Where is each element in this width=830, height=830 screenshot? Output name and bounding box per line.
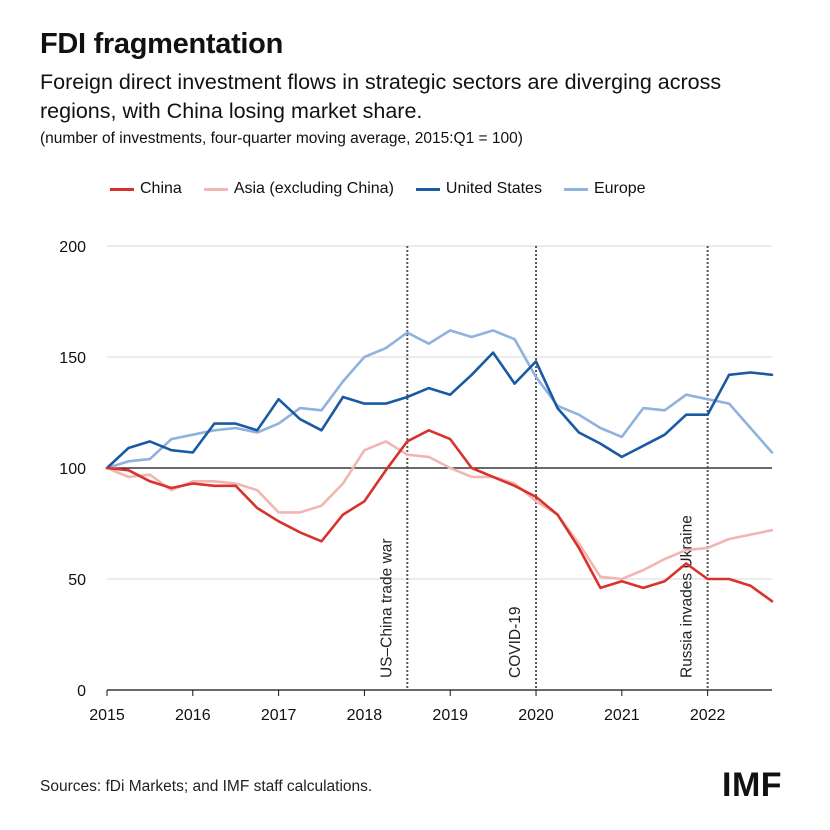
legend-item-china: China <box>110 180 182 198</box>
legend-label-united-states: United States <box>445 180 542 197</box>
imf-logo: IMF <box>722 766 783 804</box>
series-line-united-states <box>105 351 774 470</box>
chart-note: (number of investments, four-quarter mov… <box>40 130 523 147</box>
series-line-asia-excluding-china <box>105 440 774 581</box>
chart-subtitle: Foreign direct investment flows in strat… <box>40 70 722 123</box>
y-tick-label-150: 150 <box>59 350 86 367</box>
legend-label-china: China <box>140 180 182 197</box>
series-line-china <box>105 428 774 603</box>
x-tick-label-2022: 2022 <box>690 707 726 724</box>
y-tick-label-100: 100 <box>59 461 86 478</box>
y-tick-label-0: 0 <box>77 683 86 700</box>
legend-item-asia: Asia (excluding China) <box>203 180 394 198</box>
source-note: Sources: fDi Markets; and IMF staff calc… <box>40 778 373 795</box>
event-label-2: Russia invades Ukraine <box>679 515 696 678</box>
legend-label-europe: Europe <box>593 180 646 197</box>
y-tick-label-50: 50 <box>68 572 86 589</box>
x-tick-label-2020: 2020 <box>518 707 554 724</box>
y-tick-label-200: 200 <box>59 239 86 256</box>
x-tick-label-2017: 2017 <box>261 707 297 724</box>
legend: China Asia (excluding China) United Stat… <box>110 180 668 198</box>
legend-swatch-china <box>110 187 134 191</box>
legend-item-europe: Europe <box>563 180 646 198</box>
x-tick-label-2018: 2018 <box>347 707 383 724</box>
x-tick-label-2021: 2021 <box>604 707 640 724</box>
legend-item-united-states: United States <box>415 180 542 198</box>
legend-swatch-europe <box>563 187 588 191</box>
x-tick-label-2019: 2019 <box>432 707 468 724</box>
chart-title: FDI fragmentation <box>40 28 284 60</box>
legend-swatch-united-states <box>415 187 440 191</box>
legend-swatch-asia <box>203 187 228 191</box>
event-label-0: US–China trade war <box>378 538 395 678</box>
x-tick-label-2016: 2016 <box>175 707 211 724</box>
x-tick-label-2015: 2015 <box>89 707 125 724</box>
event-label-1: COVID-19 <box>507 607 524 679</box>
legend-label-asia: Asia (excluding China) <box>233 180 394 197</box>
series-line-europe <box>105 329 774 470</box>
